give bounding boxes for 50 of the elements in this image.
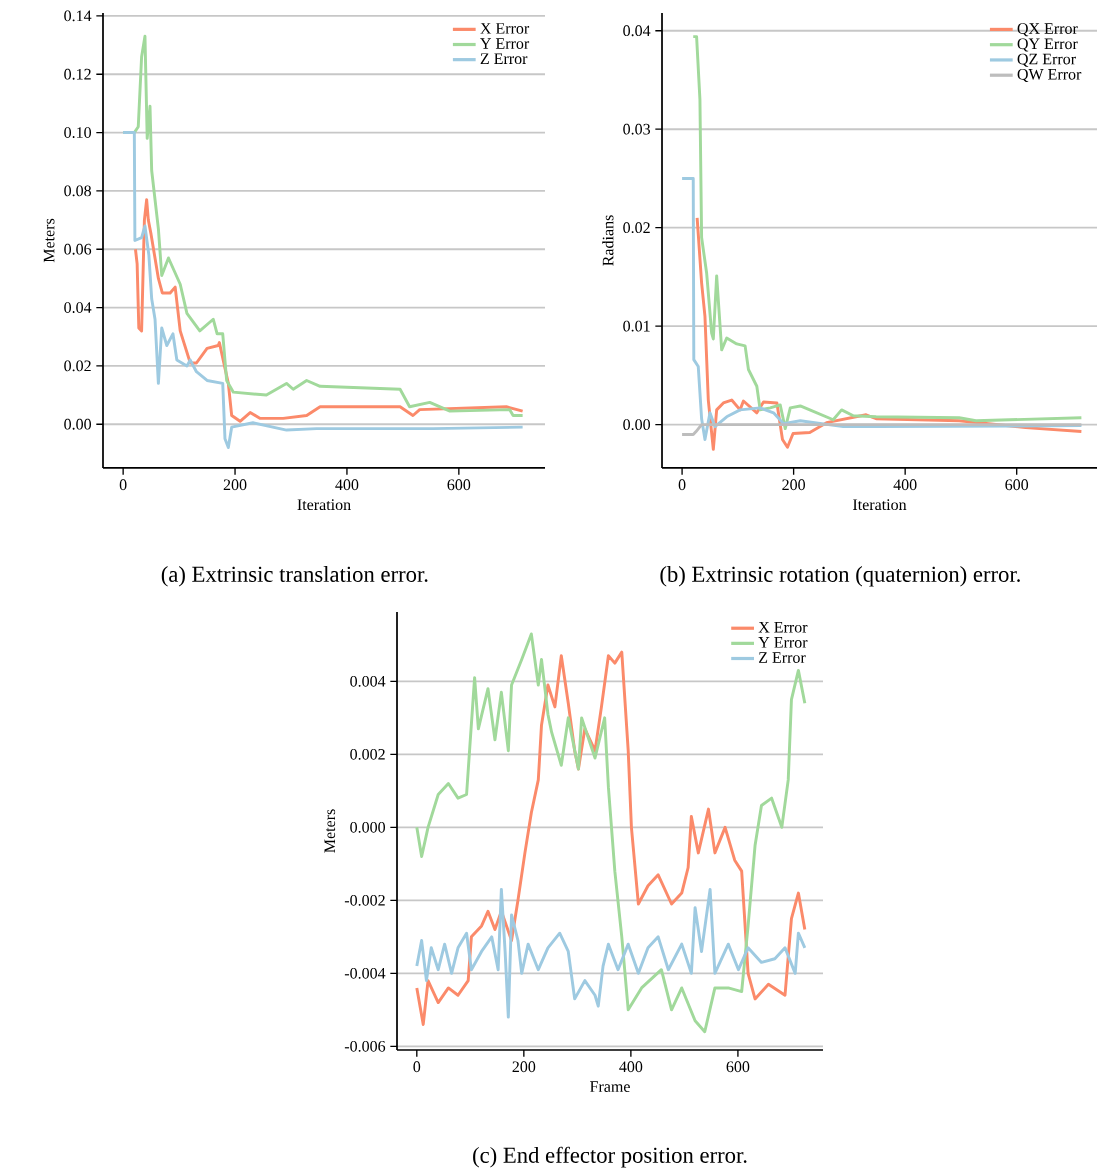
x-tick-label: 400	[619, 1061, 643, 1073]
y-tick-label: 0.002	[350, 748, 385, 760]
legend-label: Y Error	[480, 38, 530, 49]
y-tick-label: 0.04	[623, 25, 651, 37]
y-tick-label: 0.08	[64, 185, 91, 197]
y-tick-label: 0.12	[64, 68, 91, 80]
y-axis-title: Meters	[43, 218, 55, 263]
text: (b) Extrinsic rotation (quaternion) error.	[660, 565, 1020, 587]
y-tick-label: 0.04	[64, 302, 92, 314]
x-tick-label: 400	[335, 479, 359, 491]
legend-label: QY Error	[1017, 38, 1078, 52]
legend-label: X Error	[758, 621, 808, 633]
y-tick-label: 0.14	[64, 10, 92, 22]
x-tick-label: 200	[223, 479, 247, 491]
x-tick-label: 0	[678, 479, 686, 491]
legend-label: Z Error	[480, 53, 528, 65]
y-axis-title: Radians	[602, 215, 614, 266]
y-tick-label: 0.000	[350, 821, 386, 833]
x-tick-label: 400	[893, 479, 917, 491]
x-tick-label: 600	[1005, 479, 1029, 491]
legend-label: QW Error	[1017, 68, 1082, 83]
y-tick-label: 0.00	[623, 419, 651, 431]
legend-label: QX Error	[1017, 23, 1078, 37]
text: (c) End effector position error.	[473, 1146, 747, 1168]
x-tick-label: 200	[782, 479, 805, 491]
legend-label: QZ Error	[1017, 53, 1076, 67]
text: (a) Extrinsic translation error.	[161, 565, 428, 587]
y-tick-label: 0.02	[64, 360, 91, 372]
y-tick-label: 0.02	[623, 222, 650, 234]
y-tick-label: 0.10	[64, 127, 91, 138]
x-axis-title: Frame	[590, 1081, 630, 1092]
x-tick-label: 600	[447, 479, 471, 491]
y-axis-title: Meters	[324, 809, 336, 853]
legend-label: X Error	[480, 23, 530, 34]
x-tick-label: 600	[726, 1061, 750, 1073]
y-tick-label: 0.01	[623, 320, 650, 332]
y-tick-label: -0.004	[344, 967, 386, 979]
x-tick-label: 0	[119, 479, 127, 491]
legend-label: Y Error	[758, 637, 808, 648]
x-tick-label: 0	[413, 1061, 421, 1073]
x-axis-title: Iteration	[297, 499, 351, 511]
y-tick-label: 0.004	[350, 675, 386, 687]
y-tick-label: 0.03	[623, 123, 651, 135]
y-tick-label: 0.00	[64, 418, 91, 430]
x-axis-title: Iteration	[852, 499, 907, 511]
y-tick-label: 0.06	[64, 243, 92, 255]
y-tick-label: -0.002	[344, 894, 385, 906]
y-tick-label: -0.006	[344, 1040, 386, 1052]
x-tick-label: 200	[512, 1061, 536, 1073]
legend-label: Z Error	[759, 652, 806, 663]
